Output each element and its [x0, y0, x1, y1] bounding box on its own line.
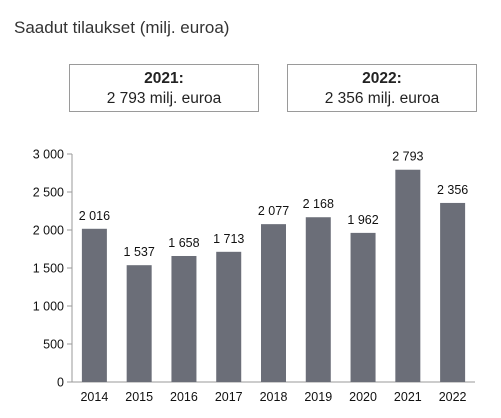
bar-2022 [440, 202, 466, 382]
bar-2019 [305, 217, 331, 382]
value-label-2016: 1 658 [168, 236, 199, 250]
kpi-year-2021: 2021: [144, 70, 184, 87]
y-tick-label: 3 000 [33, 148, 64, 162]
value-label-2014: 2 016 [79, 209, 110, 223]
y-tick-label: 1 000 [33, 300, 64, 314]
x-tick-label-2022: 2022 [439, 390, 467, 404]
y-tick-label: 2 000 [33, 224, 64, 238]
x-tick-label-2016: 2016 [170, 390, 198, 404]
bar-2015 [126, 265, 152, 382]
bar-2018 [261, 224, 286, 382]
kpi-box-2021: 2021: 2 793 milj. euroa [69, 64, 259, 112]
y-tick-label: 500 [43, 338, 64, 352]
x-tick-label-2014: 2014 [80, 390, 108, 404]
value-label-2021: 2 793 [392, 150, 423, 164]
y-axis: 0 500 1 000 1 500 2 000 2 500 3 000 [33, 148, 73, 390]
y-tick-label: 1 500 [33, 262, 64, 276]
value-label-2018: 2 077 [258, 204, 289, 218]
value-label-2015: 1 537 [124, 245, 155, 259]
value-labels: 2 016 1 537 1 658 1 713 2 077 2 168 1 962 2 793… [79, 150, 469, 259]
x-tick-label-2021: 2021 [394, 390, 422, 404]
value-label-2019: 2 168 [303, 197, 334, 211]
bar-2016 [171, 255, 197, 382]
kpi-value-2022: 2 356 milj. euroa [324, 90, 440, 107]
x-tick-label-2018: 2018 [260, 390, 288, 404]
bar-2017 [216, 251, 242, 382]
x-tick-label-2015: 2015 [125, 390, 153, 404]
x-tick-label-2020: 2020 [349, 390, 377, 404]
bar-2021 [395, 169, 421, 382]
bar-2014 [81, 228, 107, 382]
bars [81, 169, 466, 382]
value-label-2017: 1 713 [213, 232, 244, 246]
x-tick-label-2019: 2019 [304, 390, 332, 404]
y-tick-label: 2 500 [33, 186, 64, 200]
kpi-box-2022: 2022: 2 356 milj. euroa [287, 64, 477, 112]
bar-2020 [350, 232, 376, 382]
x-axis: 2014 2015 2016 2017 2018 2019 2020 2021 2022 [72, 381, 475, 404]
y-tick-label: 0 [57, 376, 64, 390]
value-label-2022: 2 356 [437, 183, 468, 197]
kpi-year-2022: 2022: [362, 70, 402, 87]
x-tick-label-2017: 2017 [215, 390, 243, 404]
kpi-value-2021: 2 793 milj. euroa [106, 90, 222, 107]
value-label-2020: 1 962 [347, 213, 378, 227]
chart-title: Saadut tilaukset (milj. euroa) [14, 18, 230, 37]
